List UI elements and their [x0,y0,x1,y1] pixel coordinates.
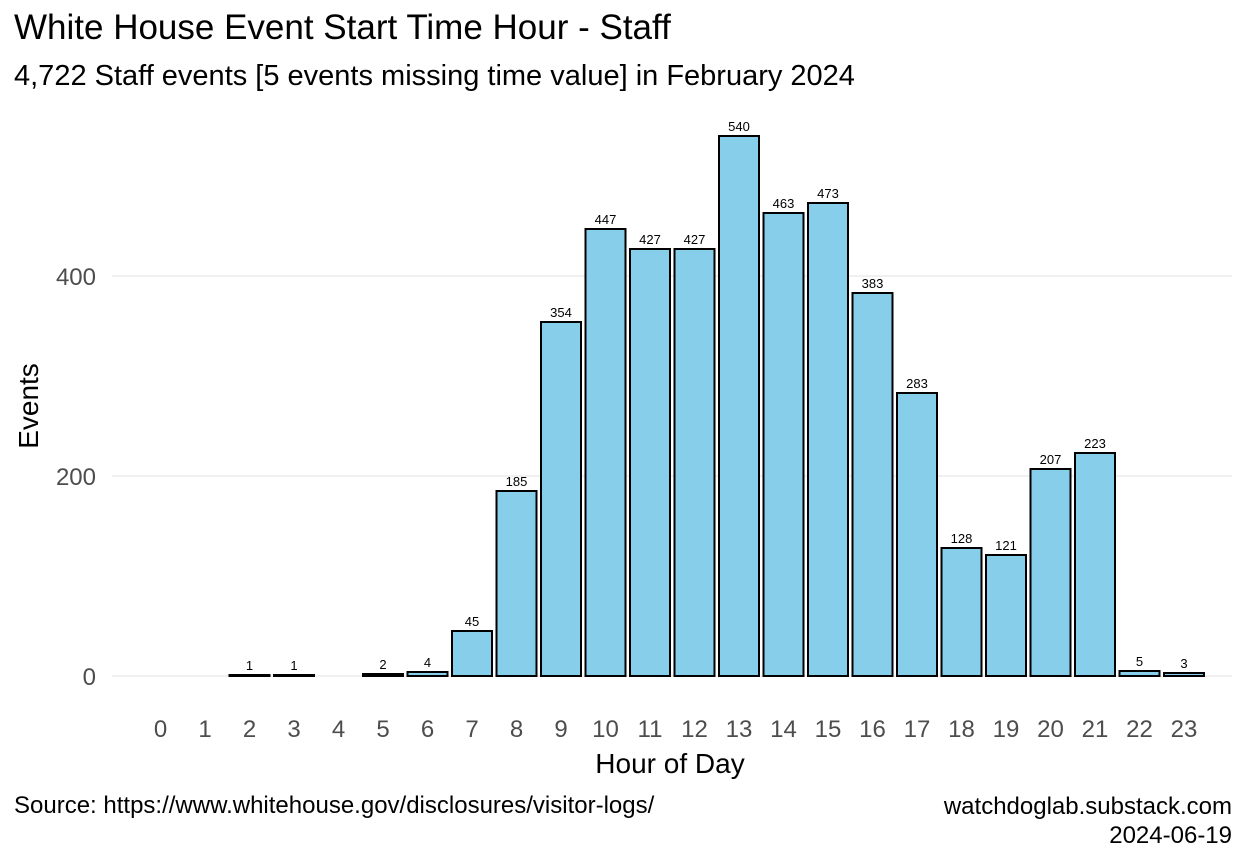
x-tick-label: 21 [1082,716,1109,743]
x-tick-label: 22 [1126,716,1153,743]
bar [673,248,716,677]
x-tick-label: 2 [243,716,256,743]
bar [851,292,894,677]
bar-value-label: 1 [246,658,253,673]
y-axis-title: Events [13,363,44,449]
bar-value-label: 427 [684,232,706,247]
bar-value-label: 283 [906,376,928,391]
bar [540,321,582,677]
y-tick-label: 400 [56,264,96,291]
bar [896,392,938,677]
x-tick-label: 13 [726,716,753,743]
bar [940,547,983,677]
x-tick-label: 14 [770,716,797,743]
bar [807,202,849,677]
bar [406,671,449,677]
bars [228,135,1205,677]
source-caption: Source: https://www.whitehouse.gov/discl… [14,792,655,819]
bar [495,490,538,677]
x-tick-label: 18 [948,716,975,743]
x-tick-label: 7 [465,716,478,743]
bar-value-label: 3 [1180,656,1187,671]
y-tick-label: 200 [56,464,96,491]
bar-value-label: 1 [290,658,297,673]
bar-value-label: 4 [424,655,431,670]
bar [762,212,805,677]
x-axis-ticks: 0 1 2 3 4 5 6 7 8 9 10 11 12 13 14 15 16 17 18 19 20 21 22 23 [154,716,1198,743]
x-tick-label: 3 [287,716,300,743]
bar-value-label: 2 [379,657,386,672]
x-tick-label: 10 [592,716,619,743]
x-tick-label: 1 [198,716,211,743]
bar-labels: 1 1 2 4 45 185 354 447 427 427 540 463 473 383 283 128 1… [246,119,1188,673]
x-tick-label: 8 [510,716,523,743]
bar [985,554,1027,677]
date-caption: 2024-06-19 [1109,822,1232,849]
chart-subtitle: 4,722 Staff events [5 events missing tim… [14,60,855,92]
bar [451,630,493,677]
x-tick-label: 16 [859,716,886,743]
y-tick-label: 0 [83,664,96,691]
bar [718,135,760,677]
x-tick-label: 11 [638,716,663,743]
x-tick-label: 20 [1037,716,1064,743]
credit-caption: watchdoglab.substack.com 2024-06-19 [944,792,1232,850]
bar-value-label: 207 [1040,452,1062,467]
bar-value-label: 463 [773,196,795,211]
bar [362,673,404,677]
bar [273,674,315,677]
x-tick-label: 6 [421,716,434,743]
bar-value-label: 45 [465,614,479,629]
bar-value-label: 540 [728,119,750,134]
x-tick-label: 23 [1171,716,1198,743]
bar-value-label: 121 [995,538,1017,553]
y-axis-ticks: 0 200 400 [56,264,96,691]
bar-value-label: 128 [951,531,973,546]
bar-value-label: 427 [639,232,661,247]
bar [584,228,627,677]
bar [1118,670,1161,677]
x-tick-label: 0 [154,716,167,743]
bar [629,248,671,677]
site-caption: watchdoglab.substack.com [943,793,1232,820]
x-axis-title: Hour of Day [595,748,744,779]
bar-value-label: 185 [506,474,528,489]
bar [1074,452,1116,677]
chart-title: White House Event Start Time Hour - Staf… [14,8,671,47]
bar [228,674,271,677]
x-tick-label: 12 [681,716,708,743]
x-tick-label: 5 [376,716,389,743]
bar-value-label: 223 [1084,436,1106,451]
bar [1163,672,1205,677]
bar-value-label: 473 [817,186,839,201]
x-tick-label: 9 [554,716,567,743]
bar-value-label: 354 [550,305,572,320]
x-tick-label: 15 [815,716,842,743]
x-tick-label: 17 [904,716,931,743]
bar-value-label: 383 [862,276,884,291]
bar [1029,468,1072,677]
x-tick-label: 19 [993,716,1020,743]
bar-value-label: 5 [1136,654,1143,669]
bar-value-label: 447 [595,212,617,227]
x-tick-label: 4 [332,716,345,743]
